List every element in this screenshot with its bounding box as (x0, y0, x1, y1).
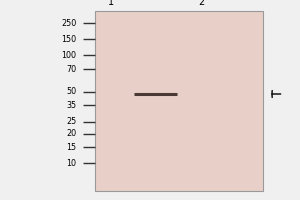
Text: 25: 25 (66, 117, 76, 127)
Text: 10: 10 (67, 158, 76, 168)
Text: 20: 20 (66, 130, 76, 138)
Text: 50: 50 (66, 88, 76, 97)
Text: 100: 100 (61, 50, 76, 60)
Bar (94, 11, 262, 191)
Text: 1: 1 (108, 0, 114, 7)
Text: 35: 35 (66, 100, 76, 110)
Text: 70: 70 (66, 64, 76, 73)
Text: 150: 150 (61, 34, 76, 44)
Text: 15: 15 (66, 142, 76, 152)
Text: 2: 2 (198, 0, 204, 7)
Text: 250: 250 (61, 19, 76, 27)
